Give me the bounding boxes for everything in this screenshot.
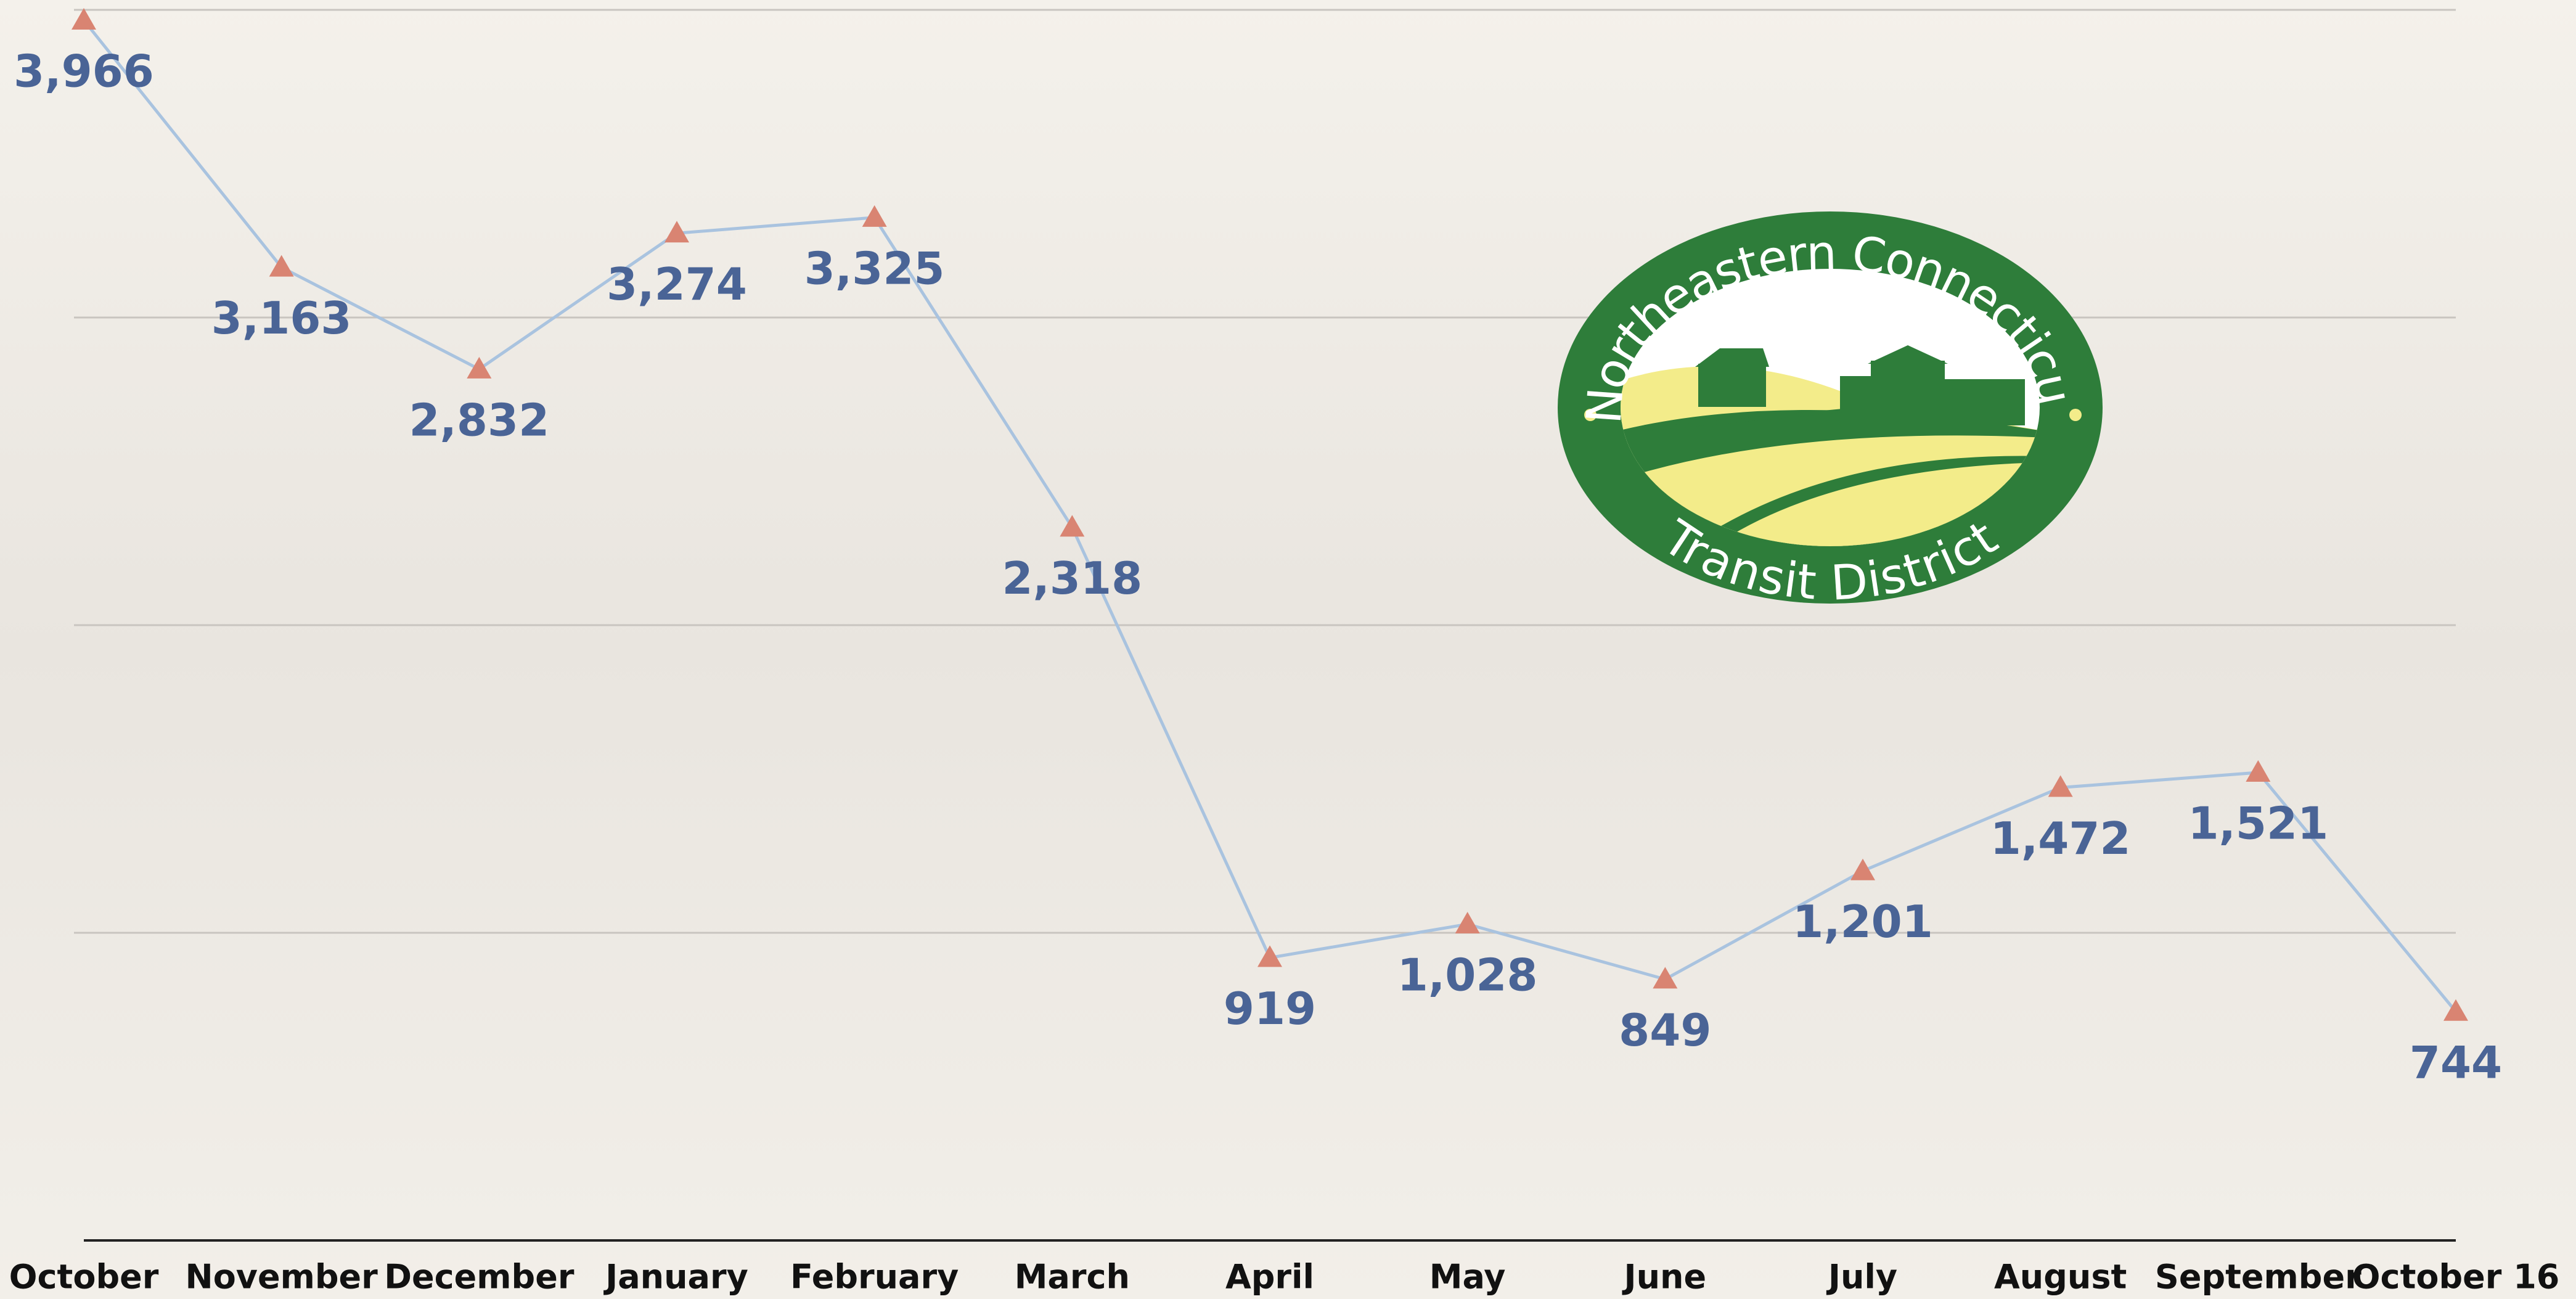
data-label: 1,201 [1793,896,1933,948]
marker [72,7,96,30]
logo-dot [2069,409,2082,421]
data-label: 919 [1224,983,1316,1035]
x-tick-label: September [2155,1258,2361,1297]
x-tick-label: March [1015,1258,1130,1297]
x-tick-label: April [1225,1258,1314,1297]
x-tick-label: November [186,1258,378,1297]
marker [1060,515,1085,537]
data-label: 3,163 [211,292,352,344]
plot-area: October November December January February Ma… [9,7,2560,1297]
marker [2443,999,2468,1021]
data-label: 1,521 [2188,798,2328,850]
data-label: 744 [2410,1036,2502,1088]
data-label: 3,274 [607,258,747,310]
x-tick-label: June [1622,1258,1707,1297]
x-tick-label: October [9,1258,159,1297]
data-label: 1,028 [1397,949,1538,1001]
data-label: 1,472 [1990,813,2131,864]
data-label: 2,832 [409,394,549,446]
marker [2246,760,2271,782]
logo-landscape [1621,345,2040,546]
marker [1653,967,1678,989]
x-tick-label: January [603,1258,748,1297]
marker [2048,775,2073,797]
data-label: 2,318 [1002,552,1142,604]
x-tick-label: October 16 [2352,1258,2560,1297]
marker [1257,945,1282,967]
data-label: 3,966 [14,45,154,97]
data-label: 849 [1619,1004,1711,1056]
marker [1455,912,1480,934]
x-tick-label: July [1826,1258,1897,1297]
x-tick-label: May [1429,1258,1506,1297]
marker [862,205,887,227]
marker [1850,858,1875,880]
logo-dot [1584,409,1597,421]
marker [467,356,492,379]
data-label: 3,325 [804,242,945,294]
x-tick-label: February [790,1258,959,1297]
marker [664,221,689,243]
marker [269,255,294,277]
x-tick-label: August [1994,1258,2127,1297]
x-tick-label: December [384,1258,574,1297]
